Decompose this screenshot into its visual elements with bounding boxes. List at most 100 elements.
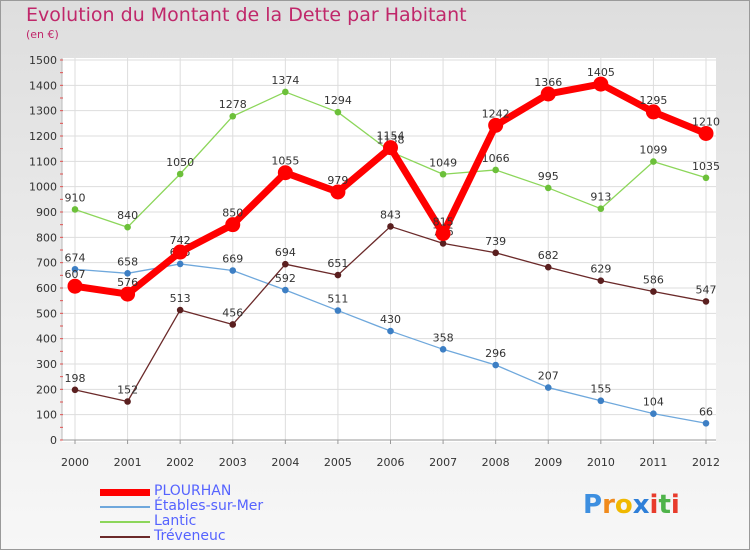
data-label: 586 bbox=[643, 274, 664, 287]
data-label: 607 bbox=[65, 268, 86, 281]
data-label: 913 bbox=[590, 191, 611, 204]
data-point bbox=[702, 419, 710, 427]
x-tick-label: 2006 bbox=[377, 456, 405, 469]
x-tick-label: 2002 bbox=[166, 456, 194, 469]
data-point bbox=[71, 206, 79, 213]
data-label: 651 bbox=[327, 257, 348, 270]
y-tick-label: 900 bbox=[36, 206, 57, 219]
data-point bbox=[282, 286, 289, 294]
data-point bbox=[645, 104, 661, 120]
y-tick-label: 100 bbox=[36, 409, 57, 422]
legend-swatch bbox=[100, 488, 150, 496]
data-label: 629 bbox=[590, 263, 611, 276]
data-label: 742 bbox=[170, 234, 191, 247]
plot-area bbox=[62, 58, 716, 442]
x-tick-label: 2000 bbox=[61, 456, 89, 469]
data-label: 513 bbox=[170, 292, 191, 305]
data-label: 840 bbox=[117, 209, 138, 222]
data-point bbox=[330, 184, 346, 200]
y-tick-label: 600 bbox=[36, 282, 57, 295]
legend-item: Tréveneuc bbox=[100, 528, 350, 544]
data-point bbox=[544, 263, 552, 271]
legend-item: PLOURHAN bbox=[100, 483, 350, 499]
data-point bbox=[124, 270, 131, 277]
data-label: 658 bbox=[117, 255, 138, 268]
data-point bbox=[172, 244, 188, 260]
data-label: 850 bbox=[222, 207, 243, 220]
data-point bbox=[176, 260, 184, 268]
legend-swatch bbox=[100, 506, 150, 508]
data-point bbox=[593, 76, 609, 92]
data-label: 1035 bbox=[692, 160, 720, 173]
data-point bbox=[597, 397, 605, 405]
data-point bbox=[439, 170, 447, 178]
y-tick-label: 1500 bbox=[29, 54, 57, 67]
data-label: 1278 bbox=[219, 98, 247, 111]
legend-swatch bbox=[100, 521, 150, 523]
data-label: 547 bbox=[696, 283, 717, 296]
data-label: 979 bbox=[327, 174, 348, 187]
data-point bbox=[387, 223, 394, 230]
y-tick-label: 500 bbox=[36, 307, 57, 320]
y-tick-label: 800 bbox=[36, 231, 57, 244]
data-label: 1050 bbox=[166, 156, 194, 169]
data-point bbox=[277, 165, 293, 181]
data-point bbox=[698, 125, 714, 141]
data-label: 1405 bbox=[587, 66, 615, 79]
data-label: 739 bbox=[485, 235, 506, 248]
data-point bbox=[540, 86, 556, 102]
logo-letter: t bbox=[658, 490, 671, 520]
logo-letter: x bbox=[632, 490, 650, 520]
legend-label: Tréveneuc bbox=[154, 528, 226, 544]
x-tick-label: 2003 bbox=[219, 456, 247, 469]
chart-unit: (en €) bbox=[26, 28, 59, 41]
data-point bbox=[334, 108, 342, 116]
data-label: 1374 bbox=[271, 74, 299, 87]
data-label: 1242 bbox=[482, 107, 510, 120]
data-point bbox=[702, 174, 710, 182]
x-tick-label: 2009 bbox=[534, 456, 562, 469]
data-point bbox=[650, 288, 657, 295]
data-point bbox=[176, 306, 184, 314]
data-point bbox=[492, 361, 499, 369]
logo-letter: o bbox=[614, 490, 633, 520]
data-label: 152 bbox=[117, 383, 138, 396]
data-point bbox=[439, 240, 447, 247]
x-tick-label: 2011 bbox=[639, 456, 667, 469]
data-point bbox=[229, 267, 237, 274]
data-label: 1055 bbox=[271, 155, 299, 168]
data-point bbox=[387, 327, 394, 335]
data-label: 1049 bbox=[429, 156, 457, 169]
logo-letter: i bbox=[670, 490, 680, 520]
data-point bbox=[67, 278, 83, 294]
data-label: 358 bbox=[433, 331, 454, 344]
data-label: 155 bbox=[590, 383, 611, 396]
data-point bbox=[334, 271, 342, 279]
x-tick-label: 2007 bbox=[429, 456, 457, 469]
data-point bbox=[176, 170, 184, 178]
logo-letter: P bbox=[583, 490, 603, 520]
y-tick-label: 1100 bbox=[29, 155, 57, 168]
data-point bbox=[597, 277, 605, 284]
logo-letter: i bbox=[649, 490, 659, 520]
data-label: 1066 bbox=[482, 152, 510, 165]
data-point bbox=[383, 140, 398, 156]
data-label: 456 bbox=[222, 306, 243, 319]
x-tick-label: 2010 bbox=[587, 456, 615, 469]
data-label: 576 bbox=[117, 276, 138, 289]
data-point bbox=[225, 217, 241, 233]
y-tick-label: 200 bbox=[36, 383, 57, 396]
y-tick-label: 1400 bbox=[29, 79, 57, 92]
data-point bbox=[597, 205, 605, 213]
legend: PLOURHAN Étables-sur-Mer Lantic Tréveneuc bbox=[100, 483, 350, 544]
logo-letter: r bbox=[602, 490, 615, 520]
y-tick-label: 1200 bbox=[29, 130, 57, 143]
x-tick-label: 2008 bbox=[482, 456, 510, 469]
data-label: 592 bbox=[275, 272, 296, 285]
data-point bbox=[650, 410, 657, 417]
legend-item: Lantic bbox=[100, 513, 350, 529]
data-label: 1294 bbox=[324, 94, 352, 107]
data-label: 430 bbox=[380, 313, 401, 326]
data-point bbox=[229, 321, 237, 328]
